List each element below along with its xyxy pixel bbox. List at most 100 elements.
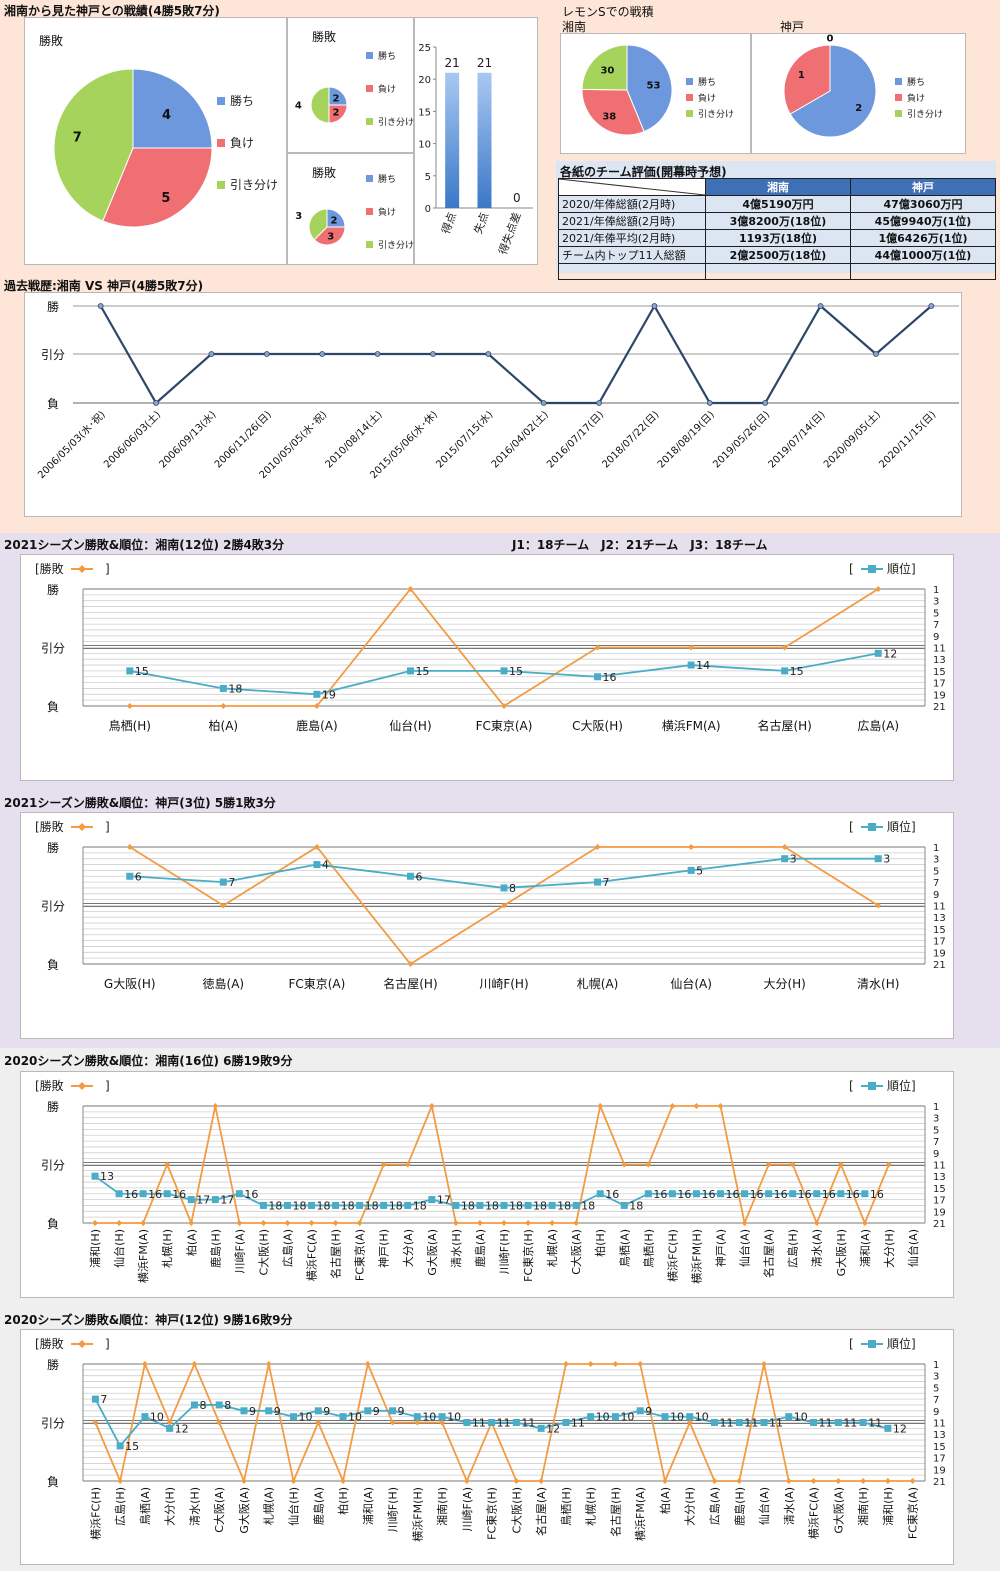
rank-tick-label: 11 (933, 644, 946, 655)
opponent-label: FC東京(A) (353, 1229, 367, 1281)
result-point (116, 1220, 123, 1226)
result-point (781, 844, 788, 850)
result-point (313, 844, 320, 850)
rank-data-label: 9 (373, 1405, 380, 1418)
pie-data-label: 53 (647, 80, 661, 91)
rank-tick-label: 15 (933, 1184, 946, 1195)
rank-data-label: 16 (846, 1188, 860, 1201)
rank-point (524, 1201, 532, 1209)
legend-swatch (217, 139, 225, 147)
rank-data-label: 11 (868, 1417, 882, 1430)
opponent-label: 鳥栖(H) (109, 718, 151, 733)
eval-table-header-kobe: 神戸 (850, 178, 996, 196)
opponent-label: 大分(H) (683, 1487, 697, 1526)
rank-point (339, 1413, 347, 1421)
opponent-label: 鹿島(A) (473, 1229, 487, 1267)
opponent-label: 柏(A) (658, 1487, 672, 1514)
rank-point (717, 1190, 725, 1198)
history-point (374, 351, 381, 357)
history-point (97, 303, 104, 309)
legend-rank-marker (868, 1340, 876, 1348)
rank-point (313, 861, 321, 869)
result-y-label: 負 (47, 700, 59, 714)
rank-data-label: 16 (798, 1188, 812, 1201)
rank-point (781, 855, 789, 863)
result-y-label: 勝 (47, 840, 59, 855)
season-shonan-2021-panel: [勝敗][順位] 勝引分負 1 3 5 7 9 11 13 15 17 19 21 15 18 19 15 15 1… (20, 554, 954, 781)
result-point (837, 1161, 844, 1168)
rank-data-label: 10 (794, 1411, 808, 1424)
opponent-label: 柏(A) (184, 1229, 198, 1256)
history-date-label: 2006/09/13(水) (157, 409, 219, 471)
result-point (645, 1161, 652, 1168)
rank-tick-label: 21 (933, 702, 946, 713)
bar-y-tick-label: 10 (418, 140, 431, 151)
opponent-label: C大阪(A) (212, 1487, 226, 1533)
rank-tick-label: 11 (933, 1161, 946, 1172)
result-point (669, 1103, 676, 1109)
legend-result-label: [勝敗 (35, 819, 64, 834)
history-date-label: 2019/05/26(日) (711, 409, 772, 470)
pie-slice-引き分け (308, 208, 328, 241)
rank-tick-label: 5 (933, 866, 939, 877)
result-point (380, 1161, 387, 1168)
history-date-label: 2018/08/19(日) (656, 409, 717, 470)
result-point (501, 1220, 507, 1226)
result-point (364, 1361, 371, 1367)
result-point (711, 1478, 718, 1484)
rank-point (611, 1413, 619, 1421)
opponent-label: 清水(H) (857, 977, 899, 991)
history-point (208, 351, 215, 357)
result-point (885, 1161, 892, 1168)
rank-data-label: 12 (546, 1422, 560, 1435)
result-point (212, 1103, 219, 1109)
rank-point (741, 1190, 749, 1198)
rank-point (314, 1407, 322, 1415)
result-point (621, 1161, 628, 1168)
rank-tick-label: 19 (933, 1207, 946, 1218)
opponent-label: 浦和(A) (362, 1487, 375, 1525)
legend-rank-label: 順位] (887, 1078, 916, 1093)
pie-slice-引き分け (310, 86, 330, 124)
history-date-label: 2006/05/03(水･祝) (35, 408, 108, 481)
legend-swatch (895, 110, 902, 117)
result-point (810, 1478, 817, 1484)
rank-point (620, 1201, 628, 1209)
rank-data-label: 8 (199, 1399, 206, 1412)
opponent-label: 川崎F(H) (386, 1487, 400, 1532)
opponent-label: 仙台(A) (670, 976, 712, 991)
rank-data-label: 5 (696, 864, 703, 877)
pie-slice-負け (783, 44, 831, 115)
legend-swatch (895, 78, 902, 85)
pie-small2-panel: 勝敗 2 3 3 勝ち 負け 引き分け (287, 153, 414, 265)
history-point (596, 400, 602, 406)
rank-point (781, 667, 789, 675)
legend-label: 引き分け (907, 109, 943, 120)
rank-data-label: 9 (249, 1405, 256, 1418)
rank-data-label: 9 (274, 1405, 281, 1418)
opponent-label: 名古屋(H) (383, 976, 437, 991)
opponent-label: G大阪(A) (425, 1229, 439, 1276)
history-point (153, 400, 159, 406)
goal-bar-panel: 0 5 10 15 20 25 21 得点 21 失点 0 得失点差 (414, 17, 538, 265)
legend-result-label: [勝敗 (35, 1078, 64, 1093)
rank-data-label: 10 (620, 1411, 634, 1424)
opponent-label: 清水(A) (783, 1487, 796, 1525)
season-kobe-2020-panel: [勝敗][順位] 勝引分負 1 3 5 7 9 11 13 15 17 19 21 7 15 10 12 8 8 9 9… (20, 1329, 954, 1565)
result-point (407, 586, 414, 592)
result-point (741, 1220, 748, 1226)
result-point (220, 703, 227, 709)
pie-small1-panel: 勝敗 2 2 4 勝ち 負け 引き分け (287, 17, 414, 153)
eval-row-label: 2020/年俸総額(2月時) (558, 195, 706, 213)
eval-row-kobe: 45億9940万(1位) (850, 212, 996, 230)
result-point (789, 1161, 796, 1168)
legend-rank-label: 順位] (887, 1336, 916, 1351)
legend-rank-open: [ (849, 1337, 854, 1351)
rank-tick-label: 17 (933, 1454, 946, 1465)
legend-swatch (686, 110, 693, 117)
rank-tick-label: 21 (933, 1219, 946, 1230)
opponent-label: 札幌(A) (577, 976, 619, 991)
opponent-label: 大分(H) (163, 1487, 177, 1526)
